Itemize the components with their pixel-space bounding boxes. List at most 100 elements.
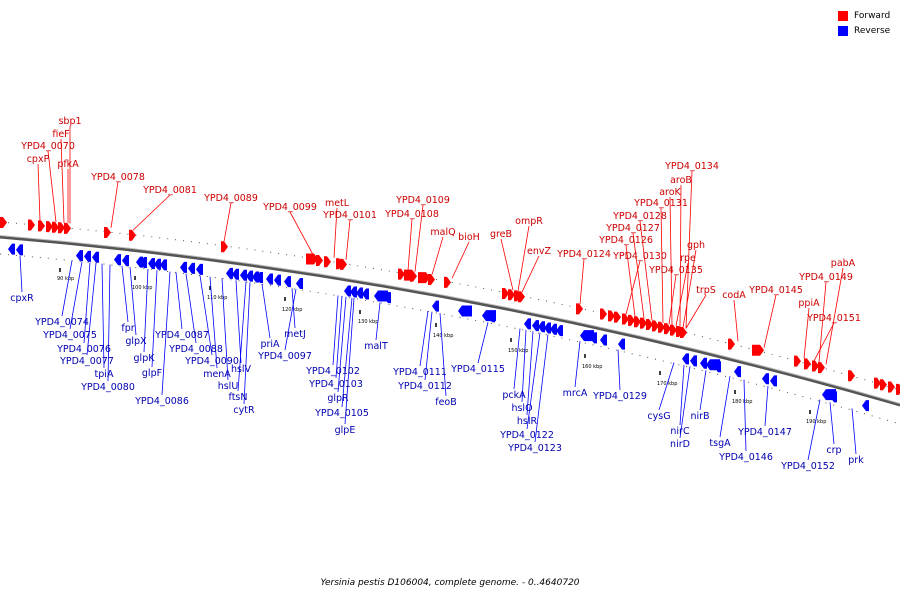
forward-gene-feature[interactable] [628,314,635,326]
reverse-gene-feature[interactable] [226,267,233,279]
reverse-gene-feature[interactable] [374,290,388,302]
forward-gene-feature[interactable] [652,320,659,332]
reverse-gene-feature[interactable] [384,292,391,304]
reverse-gene-feature[interactable] [600,334,607,346]
forward-gene-label[interactable]: trpS [696,285,716,296]
forward-gene-label[interactable]: envZ [527,246,551,257]
forward-gene-label[interactable]: aroB [670,175,692,186]
forward-gene-label[interactable]: metL [325,198,350,209]
forward-gene-feature[interactable] [874,377,881,389]
reverse-gene-label[interactable]: malT [364,341,388,352]
forward-gene-feature[interactable] [576,303,583,315]
reverse-gene-label[interactable]: YPD4_0147 [737,427,792,438]
reverse-gene-label[interactable]: YPD4_0111 [392,367,447,378]
reverse-gene-feature[interactable] [700,357,707,369]
forward-gene-feature[interactable] [306,253,318,265]
forward-gene-label[interactable]: YPD4_0131 [633,198,688,209]
reverse-gene-label[interactable]: hslO [511,403,532,414]
reverse-gene-label[interactable]: YPD4_0075 [42,330,97,341]
reverse-gene-label[interactable]: glpX [125,336,147,347]
reverse-gene-label[interactable]: fpr [121,323,134,334]
reverse-gene-feature[interactable] [344,285,351,297]
forward-gene-label[interactable]: YPD4_0130 [612,251,667,262]
reverse-gene-feature[interactable] [252,271,259,283]
reverse-gene-label[interactable]: YPD4_0077 [59,356,114,367]
forward-gene-feature[interactable] [316,255,323,267]
reverse-gene-feature[interactable] [196,263,203,275]
reverse-gene-label[interactable]: YPD4_0088 [168,344,223,355]
forward-gene-feature[interactable] [896,383,900,395]
forward-gene-label[interactable]: gph [687,240,705,251]
reverse-gene-label[interactable]: nirD [670,439,690,450]
reverse-gene-feature[interactable] [532,320,539,332]
reverse-gene-label[interactable]: glpR [327,393,349,404]
forward-gene-feature[interactable] [64,222,71,234]
forward-gene-label[interactable]: sbp1 [58,116,81,127]
reverse-gene-feature[interactable] [488,311,495,323]
forward-gene-label[interactable]: YPD4_0124 [556,249,611,260]
reverse-gene-feature[interactable] [284,276,291,288]
reverse-gene-feature[interactable] [538,321,545,333]
reverse-gene-feature[interactable] [362,288,369,300]
reverse-gene-label[interactable]: cysG [647,411,670,422]
reverse-gene-label[interactable]: tsgA [709,438,731,449]
reverse-gene-label[interactable]: YPD4_0152 [780,461,835,472]
reverse-gene-label[interactable]: hslV [231,364,252,375]
forward-gene-feature[interactable] [398,268,405,280]
forward-gene-feature[interactable] [848,370,855,382]
reverse-gene-label[interactable]: nirC [670,426,690,437]
reverse-gene-feature[interactable] [556,325,563,337]
reverse-gene-label[interactable]: pckA [502,390,526,401]
forward-gene-label[interactable]: cpxP [27,154,50,165]
forward-gene-feature[interactable] [676,325,683,337]
forward-gene-feature[interactable] [0,217,7,228]
forward-gene-feature[interactable] [646,318,653,330]
reverse-gene-label[interactable]: glpK [134,353,156,364]
forward-gene-feature[interactable] [794,355,801,367]
forward-gene-label[interactable]: YPD4_0126 [598,235,653,246]
reverse-gene-feature[interactable] [266,273,273,285]
forward-gene-feature[interactable] [634,316,641,328]
forward-gene-label[interactable]: codA [722,290,746,301]
forward-gene-label[interactable]: malQ [430,227,455,238]
reverse-gene-feature[interactable] [432,300,439,312]
reverse-gene-label[interactable]: ftsN [229,392,248,403]
forward-gene-label[interactable]: rpe [680,253,696,264]
reverse-gene-label[interactable]: glpF [142,368,162,379]
reverse-gene-feature[interactable] [734,366,741,378]
forward-gene-feature[interactable] [658,321,665,333]
forward-gene-label[interactable]: YPD4_0099 [262,202,317,213]
forward-gene-label[interactable]: ppiA [798,298,820,309]
forward-gene-feature[interactable] [680,326,687,338]
reverse-gene-label[interactable]: YPD4_0090 [184,356,239,367]
reverse-gene-feature[interactable] [240,269,247,281]
forward-gene-label[interactable]: aroK [659,187,681,198]
reverse-gene-label[interactable]: YPD4_0087 [154,330,209,341]
reverse-gene-label[interactable]: priA [260,339,280,350]
reverse-gene-feature[interactable] [690,355,697,367]
forward-gene-label[interactable]: YPD4_0145 [748,285,803,296]
forward-gene-feature[interactable] [58,222,65,234]
forward-gene-label[interactable]: YPD4_0151 [806,313,861,324]
forward-gene-label[interactable]: YPD4_0078 [90,172,145,183]
reverse-gene-label[interactable]: tpiA [95,369,114,380]
forward-gene-feature[interactable] [46,221,53,233]
reverse-gene-label[interactable]: YPD4_0115 [450,364,505,375]
reverse-gene-label[interactable]: nirB [690,411,709,422]
reverse-gene-feature[interactable] [590,332,597,344]
forward-gene-label[interactable]: YPD4_0070 [20,141,75,152]
reverse-gene-feature[interactable] [714,361,721,373]
forward-gene-feature[interactable] [410,270,417,282]
reverse-gene-label[interactable]: YPD4_0076 [56,344,111,355]
reverse-gene-feature[interactable] [830,391,837,403]
forward-gene-feature[interactable] [518,291,525,303]
reverse-gene-label[interactable]: hslU [218,381,239,392]
forward-gene-label[interactable]: YPD4_0127 [605,223,660,234]
forward-gene-label[interactable]: YPD4_0089 [203,193,258,204]
forward-gene-feature[interactable] [752,344,764,356]
reverse-gene-feature[interactable] [232,268,239,280]
forward-gene-label[interactable]: YPD4_0135 [648,265,703,276]
reverse-gene-feature[interactable] [180,261,187,273]
forward-gene-label[interactable]: YPD4_0108 [384,209,439,220]
forward-gene-label[interactable]: pabA [831,258,856,269]
